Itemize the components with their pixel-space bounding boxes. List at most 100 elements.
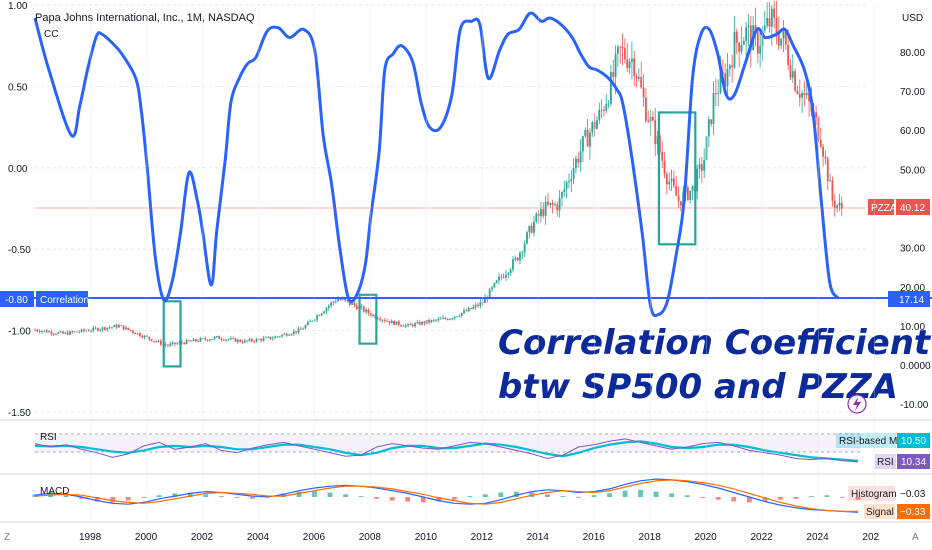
candle-body xyxy=(637,77,640,79)
candle-body xyxy=(509,269,512,274)
candle-body xyxy=(763,25,766,31)
candle-body xyxy=(738,42,741,52)
candle-body xyxy=(803,93,806,96)
rsi-ma-label: RSI-based MA xyxy=(839,436,904,447)
candle-body xyxy=(477,304,479,306)
candle-body xyxy=(208,339,211,341)
candle-body xyxy=(113,325,116,327)
histogram-bar xyxy=(591,495,597,497)
lightning-icon[interactable] xyxy=(847,394,867,414)
histogram-bar xyxy=(125,497,131,501)
histogram-bar xyxy=(700,497,706,498)
candle-body xyxy=(596,120,598,129)
candle-body xyxy=(92,327,95,331)
candle-body xyxy=(707,119,710,137)
signal-label: Signal xyxy=(866,507,894,518)
histogram-bar xyxy=(374,497,380,499)
candle-body xyxy=(742,40,745,45)
candle-body xyxy=(663,160,666,175)
candle-body xyxy=(187,340,190,341)
candle-body xyxy=(365,309,367,312)
histogram-bar xyxy=(715,497,721,500)
candle-body xyxy=(453,316,456,319)
signal-label-tag xyxy=(864,504,895,519)
candle-body xyxy=(80,329,83,332)
right-axis-unit: USD xyxy=(902,13,923,24)
rsi-value-tag xyxy=(897,454,930,469)
candle-body xyxy=(523,243,526,253)
candle-body xyxy=(108,327,111,329)
candle-body xyxy=(204,338,207,340)
candle-body xyxy=(386,320,388,322)
annotation-line-1: Correlation Coefficient xyxy=(498,323,932,363)
candle-body xyxy=(675,185,678,196)
left-tick-label: -1.50 xyxy=(8,408,31,419)
indicator-label-cc: CC xyxy=(44,29,58,40)
candle-body xyxy=(213,337,216,339)
candle-body xyxy=(577,158,580,163)
candle-body xyxy=(442,317,444,319)
candle-body xyxy=(498,276,500,281)
candle-body xyxy=(218,336,221,340)
annotation-line-2: btw SP500 and PZZA xyxy=(498,367,898,407)
candle-body xyxy=(766,18,769,26)
candle-body xyxy=(712,93,715,125)
candle-body xyxy=(180,342,183,344)
correlation-value: -0.80 xyxy=(5,295,28,306)
histogram-bar xyxy=(312,490,317,497)
candle-body xyxy=(136,333,139,335)
candle-body xyxy=(465,310,468,312)
candle-body xyxy=(395,321,398,325)
candle-body xyxy=(248,339,251,341)
candle-body xyxy=(533,221,535,233)
candle-body xyxy=(332,301,335,303)
candle-body xyxy=(262,337,265,341)
candle-body xyxy=(470,308,472,310)
candle-body xyxy=(640,77,643,88)
candle-body xyxy=(439,318,442,320)
x-tick-label: 202 xyxy=(862,532,879,543)
x-tick-label: 2006 xyxy=(303,532,326,543)
candle-body xyxy=(740,44,743,52)
candle-body xyxy=(505,274,507,278)
z-icon[interactable]: Z xyxy=(4,532,10,543)
candle-body xyxy=(614,53,617,77)
histogram-bar xyxy=(327,492,333,497)
histogram-value: −0.03 xyxy=(900,489,926,500)
candle-body xyxy=(283,333,286,335)
candle-body xyxy=(390,320,393,324)
candle-body xyxy=(171,342,174,344)
price-candles xyxy=(34,0,843,348)
a-icon[interactable]: A xyxy=(912,532,919,543)
macd-histogram xyxy=(32,489,861,503)
ticker-label: PZZA xyxy=(871,203,897,214)
histogram-bar xyxy=(855,497,861,500)
candle-body xyxy=(745,27,748,41)
candle-body xyxy=(302,328,305,330)
candle-body xyxy=(563,189,566,193)
candle-body xyxy=(579,151,582,163)
candle-body xyxy=(64,332,67,334)
candle-body xyxy=(355,305,358,310)
signal-value-tag xyxy=(897,504,930,519)
candle-body xyxy=(62,331,64,334)
candle-body xyxy=(787,44,790,66)
candle-body xyxy=(822,146,824,157)
histogram-bar xyxy=(576,497,581,498)
candle-body xyxy=(69,331,71,335)
candle-body xyxy=(255,339,258,342)
x-tick-label: 2010 xyxy=(415,532,438,543)
candle-body xyxy=(635,76,638,79)
candle-body xyxy=(670,178,673,182)
candle-body xyxy=(353,303,356,306)
candle-body xyxy=(791,71,794,78)
candle-body xyxy=(710,119,713,125)
candle-body xyxy=(507,273,510,275)
candle-body xyxy=(111,326,113,328)
candle-body xyxy=(717,92,720,94)
candle-body xyxy=(612,72,615,77)
candle-body xyxy=(829,180,831,182)
candle-body xyxy=(472,306,475,310)
corr-price-tag xyxy=(888,291,930,307)
candle-body xyxy=(628,61,631,68)
